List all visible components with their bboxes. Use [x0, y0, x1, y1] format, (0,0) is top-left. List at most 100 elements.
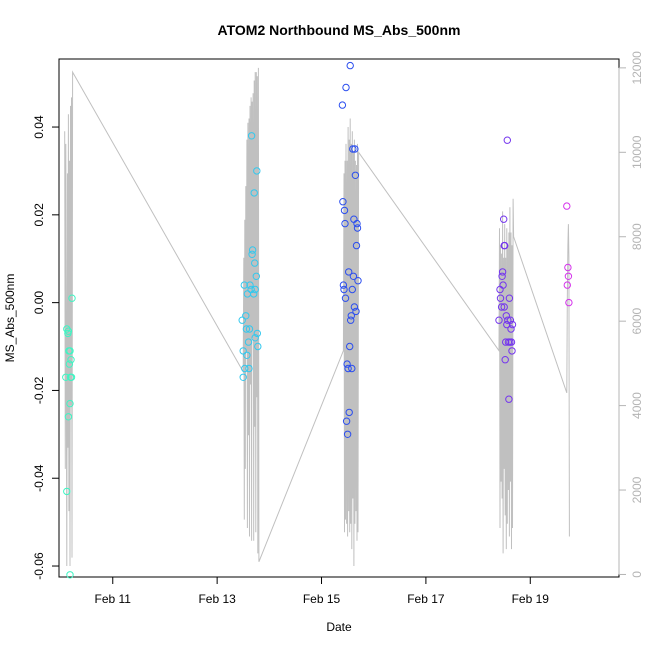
data-point: [346, 342, 354, 351]
data-point: [354, 277, 362, 285]
data-point: [503, 136, 511, 144]
data-point: [242, 325, 251, 333]
y-tick-label: 0.02: [32, 203, 46, 227]
data-point: [348, 364, 356, 373]
data-point: [66, 399, 74, 408]
data-point: [247, 132, 256, 140]
data-point: [351, 145, 359, 153]
chart-title: ATOM2 Northbound MS_Abs_500nm: [218, 22, 461, 38]
data-point: [346, 61, 354, 70]
data-point: [501, 241, 509, 250]
y-axis-label: MS_Abs_500nm: [3, 274, 17, 363]
y2-tick-label: 2000: [630, 476, 644, 503]
data-point: [345, 408, 353, 417]
data-point: [500, 215, 508, 223]
data-point: [240, 281, 249, 289]
data-point: [253, 329, 261, 338]
data-point: [239, 373, 247, 381]
x-tick-label: Feb 11: [95, 592, 132, 606]
data-point: [250, 290, 258, 298]
data-point: [252, 272, 260, 280]
secondary-line-layer: [64, 67, 570, 567]
data-point: [245, 364, 253, 373]
y2-tick-label: 8000: [630, 223, 644, 250]
data-point: [349, 145, 357, 153]
y2-tick-label: 4000: [630, 392, 644, 419]
data-point: [496, 294, 505, 302]
data-point: [343, 360, 351, 368]
data-point: [246, 281, 254, 289]
data-point: [506, 316, 515, 324]
data-point: [498, 272, 506, 280]
y2-tick-label: 10000: [630, 135, 644, 169]
data-point: [501, 356, 509, 364]
data-point: [338, 101, 347, 109]
data-point: [64, 327, 73, 335]
data-point: [339, 281, 348, 289]
data-point: [343, 430, 352, 438]
data-point: [62, 373, 70, 381]
data-point: [243, 351, 251, 359]
data-point: [251, 259, 259, 267]
data-point: [344, 364, 352, 373]
data-point: [253, 167, 261, 175]
data-point: [353, 224, 362, 232]
data-point: [66, 347, 74, 355]
y-tick-label: -0.02: [32, 376, 46, 404]
data-point: [67, 373, 76, 381]
data-point: [495, 316, 503, 324]
data-point: [241, 364, 249, 373]
data-point: [63, 325, 71, 333]
data-point: [352, 241, 361, 250]
x-tick-label: Feb 13: [198, 592, 236, 606]
data-point: [505, 395, 513, 403]
data-point: [345, 268, 353, 276]
data-point: [348, 285, 356, 294]
y2-tick-label: 0: [630, 571, 644, 578]
data-point: [250, 189, 258, 197]
data-point: [563, 202, 571, 210]
data-point: [238, 316, 246, 324]
data-point: [244, 338, 253, 346]
data-point: [507, 338, 516, 346]
data-point: [505, 294, 514, 302]
data-point: [353, 219, 361, 228]
data-point: [350, 303, 359, 311]
y2-tick-label: 6000: [630, 307, 644, 334]
data-point: [563, 281, 571, 289]
data-point: [500, 303, 508, 311]
data-point: [67, 356, 75, 364]
data-point: [508, 320, 517, 329]
data-point: [68, 294, 76, 302]
data-point: [502, 312, 510, 320]
data-point: [503, 320, 511, 329]
data-point: [347, 312, 355, 320]
data-point: [341, 219, 349, 228]
data-point: [499, 281, 507, 289]
data-point: [342, 83, 350, 92]
data-point: [248, 246, 257, 254]
data-point: [242, 312, 250, 320]
data-point: [340, 285, 348, 294]
data-point: [251, 285, 259, 294]
axes-layer: Feb 11 Feb 13 Feb 15 Feb 17 Feb 19 -0.06 -0.04…: [32, 51, 644, 606]
data-point: [65, 360, 74, 368]
data-point: [254, 342, 262, 351]
x-tick-label: Feb 19: [512, 592, 550, 606]
data-point: [502, 338, 510, 346]
data-point: [239, 347, 247, 355]
data-point: [245, 325, 254, 333]
data-point: [352, 307, 360, 316]
data-point: [564, 272, 573, 280]
data-point: [508, 347, 516, 355]
data-point: [507, 325, 515, 333]
y-tick-label: -0.06: [32, 552, 46, 580]
data-point: [564, 263, 572, 272]
data-point: [341, 294, 350, 302]
y-tick-label: -0.04: [32, 464, 46, 492]
data-point: [347, 316, 355, 324]
x-tick-label: Feb 15: [303, 592, 341, 606]
x-axis-label: Date: [326, 620, 352, 634]
y-tick-label: 0.00: [32, 291, 46, 315]
data-point: [342, 417, 351, 425]
